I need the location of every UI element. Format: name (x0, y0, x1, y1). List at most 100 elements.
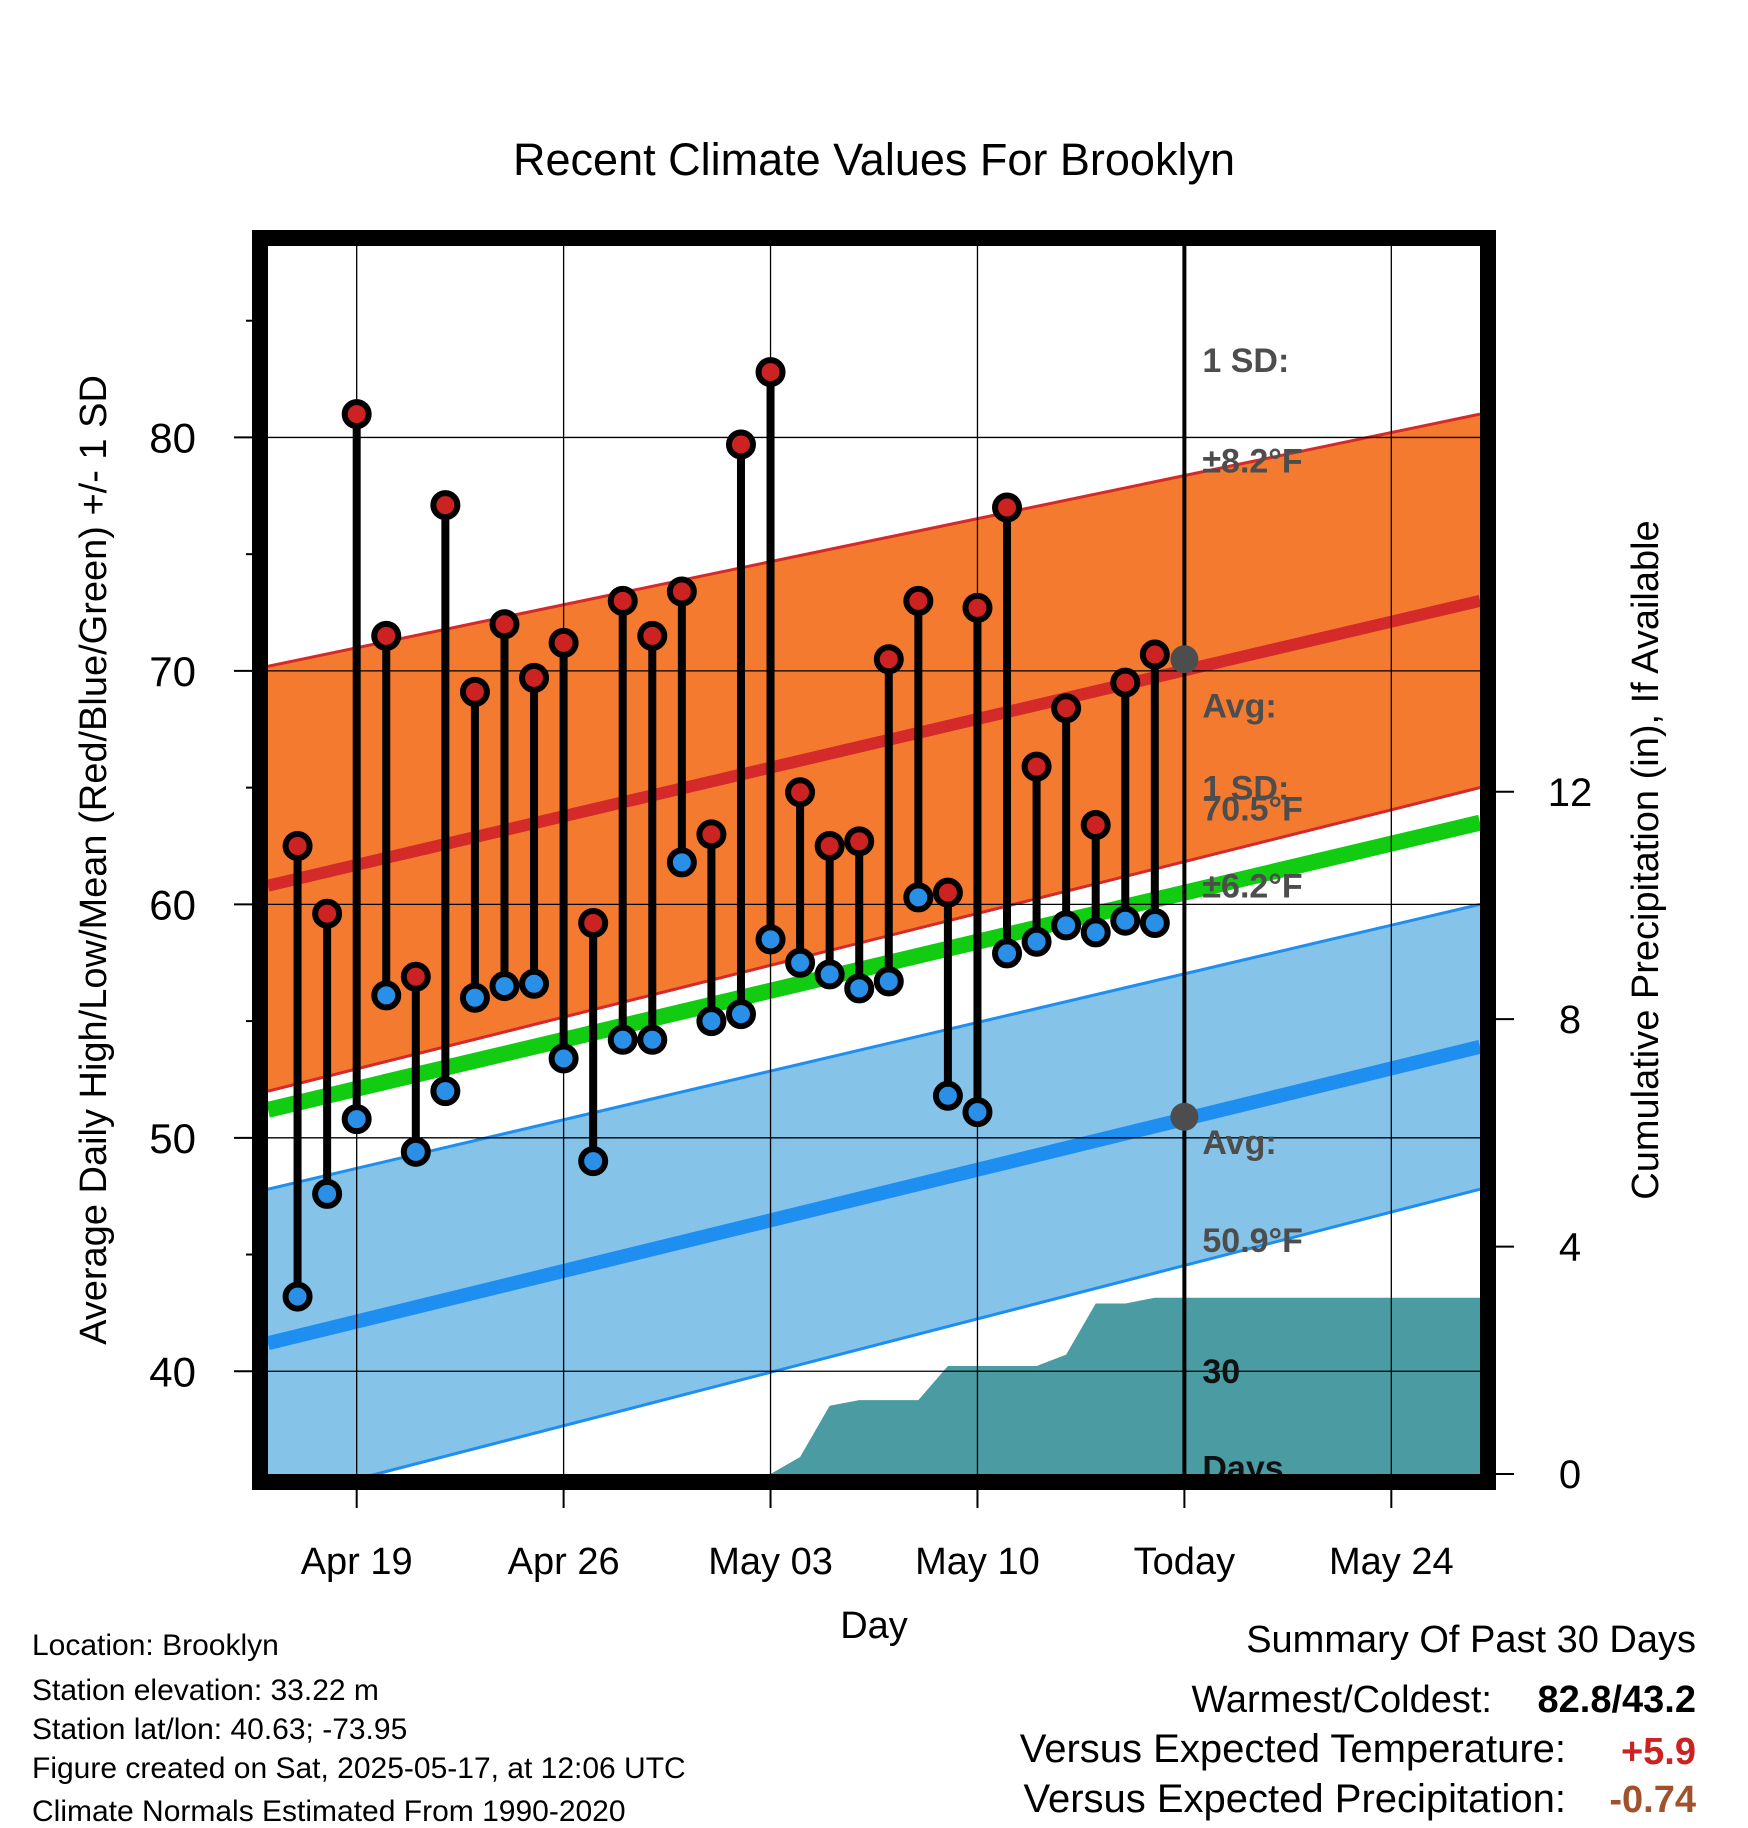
precip-area (268, 1297, 1480, 1474)
high-point (578, 908, 609, 939)
high-point (489, 609, 520, 640)
low-point (666, 847, 697, 878)
low-point (312, 1178, 343, 1209)
high-point (903, 585, 934, 616)
footer-elevation: Station elevation: 33.22 m (32, 1674, 379, 1707)
footer-normals: Climate Normals Estimated From 1990-2020 (32, 1795, 626, 1828)
high-sd-label: 1 SD: (1202, 342, 1289, 380)
summary-temp-label: Versus Expected Temperature: (1020, 1727, 1566, 1771)
high-band-lower-edge (268, 786, 1480, 1093)
high-point (1080, 809, 1111, 840)
low-avg-value: 50.9°F (1202, 1222, 1303, 1260)
low-point (873, 966, 904, 997)
low-point (1021, 926, 1052, 957)
low-point (519, 968, 550, 999)
low-sd-label: 1 SD: (1202, 769, 1289, 807)
footer-location: Location: Brooklyn (32, 1629, 279, 1662)
high-avg-value: 70.5°F (1202, 790, 1303, 828)
low-point (459, 982, 490, 1013)
footer-info: Location: Brooklyn Station elevation: 33… (32, 1629, 686, 1828)
normal-high-line (268, 595, 1480, 892)
high-point (371, 620, 402, 651)
high-point (785, 777, 816, 808)
high-point (637, 620, 668, 651)
summary-title: Summary Of Past 30 Days (1246, 1619, 1696, 1661)
x-tick-label: Apr 26 (508, 1541, 620, 1583)
low-point (371, 980, 402, 1011)
low-point (489, 971, 520, 1002)
days-label-number: 30 (1202, 1353, 1240, 1391)
y-tick-label: 50 (149, 1115, 196, 1162)
chart-title: Recent Climate Values For Brooklyn (513, 134, 1235, 185)
x-axis-label: Day (840, 1605, 908, 1647)
x-tick-label: Today (1134, 1541, 1235, 1583)
summary-precip-value: -0.74 (1609, 1779, 1696, 1821)
low-point (725, 999, 756, 1030)
high-point (1021, 751, 1052, 782)
high-point (873, 644, 904, 675)
high-point (312, 898, 343, 929)
low-point (1051, 910, 1082, 941)
high-point (282, 830, 313, 861)
low-band-upper-edge (268, 902, 1480, 1191)
low-point (341, 1104, 372, 1135)
low-point (578, 1146, 609, 1177)
high-point (814, 830, 845, 861)
high-point (755, 357, 786, 388)
x-tick-label: Apr 19 (301, 1541, 413, 1583)
high-avg-marker (1170, 645, 1199, 674)
high-point (696, 819, 727, 850)
high-point (548, 627, 579, 658)
low-point (400, 1136, 431, 1167)
footer-latlon: Station lat/lon: 40.63; -73.95 (32, 1713, 407, 1746)
x-tick-label: May 24 (1329, 1541, 1454, 1583)
low-point (903, 882, 934, 913)
y-axis-label: Average Daily High/Low/Mean (Red/Blue/Gr… (73, 375, 115, 1345)
low-point (962, 1097, 993, 1128)
y-tick-label: 80 (149, 414, 196, 461)
y-tick-label: 70 (149, 648, 196, 695)
high-point (430, 490, 461, 521)
low-point (637, 1024, 668, 1055)
summary-precip-label: Versus Expected Precipitation: (1023, 1777, 1566, 1821)
low-point (430, 1076, 461, 1107)
high-sd-value: ±8.2°F (1202, 442, 1302, 480)
y2-axis-label: Cumulative Precipitation (in), If Availa… (1625, 520, 1667, 1199)
low-point (696, 1006, 727, 1037)
high-point (666, 576, 697, 607)
low-point (844, 973, 875, 1004)
y2-tick-label: 8 (1559, 998, 1581, 1042)
low-sd-value: ±6.2°F (1202, 867, 1302, 905)
high-point (992, 492, 1023, 523)
plot-frame (252, 230, 1496, 1490)
y2-tick-label: 12 (1548, 771, 1593, 815)
low-band-lower-edge (370, 1187, 1480, 1474)
high-point (459, 676, 490, 707)
low-point (785, 947, 816, 978)
high-point (1051, 693, 1082, 724)
high-point (932, 877, 963, 908)
summary-panel: Summary Of Past 30 Days Warmest/Coldest:… (1020, 1619, 1696, 1821)
y2-tick-label: 0 (1559, 1453, 1581, 1497)
summary-temp-value: +5.9 (1621, 1731, 1696, 1773)
high-avg-label: Avg: (1202, 688, 1276, 726)
low-point (1110, 905, 1141, 936)
days-label-word: Days (1202, 1450, 1283, 1488)
summary-warm-cold-value: 82.8/43.2 (1538, 1679, 1696, 1721)
high-point (962, 592, 993, 623)
footer-created: Figure created on Sat, 2025-05-17, at 12… (32, 1752, 686, 1785)
high-point (607, 585, 638, 616)
high-point (725, 429, 756, 460)
y-tick-label: 40 (149, 1348, 196, 1395)
summary-warm-cold-label: Warmest/Coldest: (1191, 1679, 1492, 1721)
low-point (548, 1043, 579, 1074)
high-sd-band (268, 414, 1480, 1092)
low-point (607, 1024, 638, 1055)
low-point (1139, 908, 1170, 939)
low-point (1080, 917, 1111, 948)
normal-low-line (268, 1039, 1480, 1351)
low-avg-marker (1170, 1102, 1199, 1131)
